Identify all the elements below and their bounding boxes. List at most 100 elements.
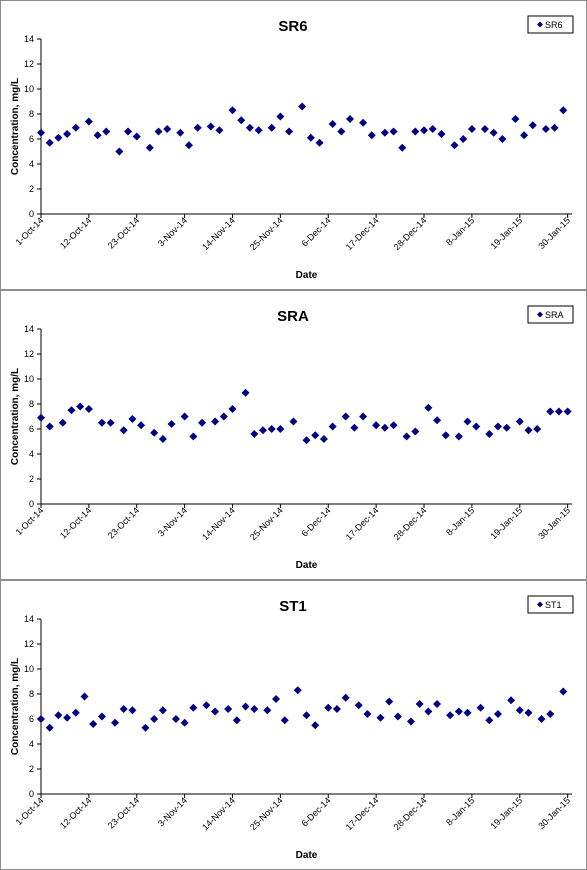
data-point (472, 422, 481, 431)
data-point (167, 420, 176, 428)
data-point (45, 723, 54, 732)
data-point (398, 143, 407, 152)
x-tick-label: 14-Nov-14 (200, 795, 237, 832)
y-tick-label: 8 (29, 399, 34, 409)
data-point (141, 723, 150, 732)
data-point (280, 716, 289, 725)
chart-title: SR6 (278, 18, 307, 35)
y-tick-label: 2 (29, 764, 34, 774)
legend-marker (537, 601, 543, 608)
data-point (54, 133, 63, 142)
data-point (163, 125, 172, 133)
legend: SR6 (527, 15, 574, 34)
data-point (215, 126, 224, 135)
chart-panel-sr6: SR6 0 2 4 6 8 10 12 14 1-Oct-14 12-Oct-14 23-Oct-14… (0, 0, 587, 290)
data-point (463, 708, 472, 717)
data-point (393, 712, 402, 721)
data-point (150, 715, 159, 723)
data-point (406, 717, 415, 726)
data-point (350, 423, 359, 432)
chart-svg: ST1 0 2 4 6 8 10 12 14 1-Oct-14 12-Oct-14 23-Oct-14… (10, 595, 574, 861)
data-point (206, 122, 215, 131)
y-tick-label: 14 (24, 324, 34, 334)
x-tick-label: 3-Nov-14 (156, 505, 189, 538)
data-point (76, 402, 85, 411)
y-tick-label: 12 (24, 639, 34, 649)
y-tick-label: 6 (29, 714, 34, 724)
x-tick-label: 19-Jan-15 (488, 505, 524, 541)
data-point (494, 710, 503, 718)
data-point (158, 706, 167, 715)
data-point (180, 412, 189, 421)
data-point (119, 705, 128, 713)
x-tick-label: 23-Oct-14 (106, 215, 141, 250)
x-tick-label: 12-Oct-14 (58, 215, 93, 250)
x-tick-label: 8-Jan-15 (444, 505, 476, 537)
x-tick-label: 6-Dec-14 (299, 215, 332, 248)
data-point (424, 403, 433, 412)
data-point (250, 430, 259, 438)
data-point (128, 415, 137, 423)
x-tick-label: 14-Nov-14 (200, 505, 237, 542)
data-point (211, 707, 220, 716)
data-point (494, 422, 503, 431)
data-point (110, 718, 119, 727)
chart-title: SRA (277, 308, 309, 325)
data-point (202, 701, 211, 710)
data-point (385, 697, 394, 706)
data-point (263, 706, 272, 715)
data-point (176, 128, 185, 137)
data-point (324, 703, 333, 712)
data-point (245, 123, 254, 132)
data-point (89, 720, 98, 728)
data-point (228, 106, 237, 115)
data-point (315, 138, 324, 147)
data-point (359, 412, 368, 421)
data-point (211, 417, 220, 426)
data-point (106, 418, 115, 427)
data-point (389, 127, 398, 136)
data-point (319, 435, 328, 443)
data-point (402, 432, 411, 441)
x-tick-label: 28-Dec-14 (392, 505, 429, 542)
data-point (485, 716, 494, 725)
data-point (254, 126, 263, 135)
data-point (441, 431, 450, 440)
y-tick-label: 0 (29, 789, 34, 799)
x-tick-label: 3-Nov-14 (156, 215, 189, 248)
data-point (433, 416, 442, 425)
x-tick-label: 1-Oct-14 (14, 505, 46, 537)
x-tick-label: 17-Dec-14 (344, 505, 381, 542)
data-point (485, 430, 494, 438)
data-point (302, 436, 311, 445)
x-tick-label: 25-Nov-14 (248, 215, 285, 252)
y-tick-label: 12 (24, 349, 34, 359)
data-point (563, 407, 572, 416)
chart-svg: SR6 0 2 4 6 8 10 12 14 1-Oct-14 12-Oct-14 23-Oct-14… (10, 15, 574, 281)
y-tick-label: 4 (29, 449, 34, 459)
x-tick-label: 6-Dec-14 (299, 795, 332, 828)
data-point (276, 425, 285, 433)
legend-label: SR6 (545, 20, 563, 30)
x-tick-label: 23-Oct-14 (106, 795, 141, 830)
data-point (97, 418, 106, 427)
data-point (58, 418, 67, 427)
data-point (115, 147, 124, 156)
data-point (424, 707, 433, 716)
x-axis-label: Date (296, 270, 318, 281)
data-point (454, 432, 463, 441)
data-point (54, 711, 63, 720)
data-point (346, 115, 355, 123)
data-point (150, 428, 159, 437)
data-point (232, 716, 241, 725)
data-point (137, 421, 146, 430)
data-point (537, 715, 546, 723)
data-point (132, 132, 141, 141)
x-tick-label: 28-Dec-14 (392, 215, 429, 252)
x-tick-label: 1-Oct-14 (14, 795, 46, 827)
data-point (219, 412, 228, 421)
x-tick-label: 6-Dec-14 (299, 505, 332, 538)
data-point (71, 708, 80, 717)
data-point (524, 708, 533, 717)
data-point (411, 427, 420, 436)
